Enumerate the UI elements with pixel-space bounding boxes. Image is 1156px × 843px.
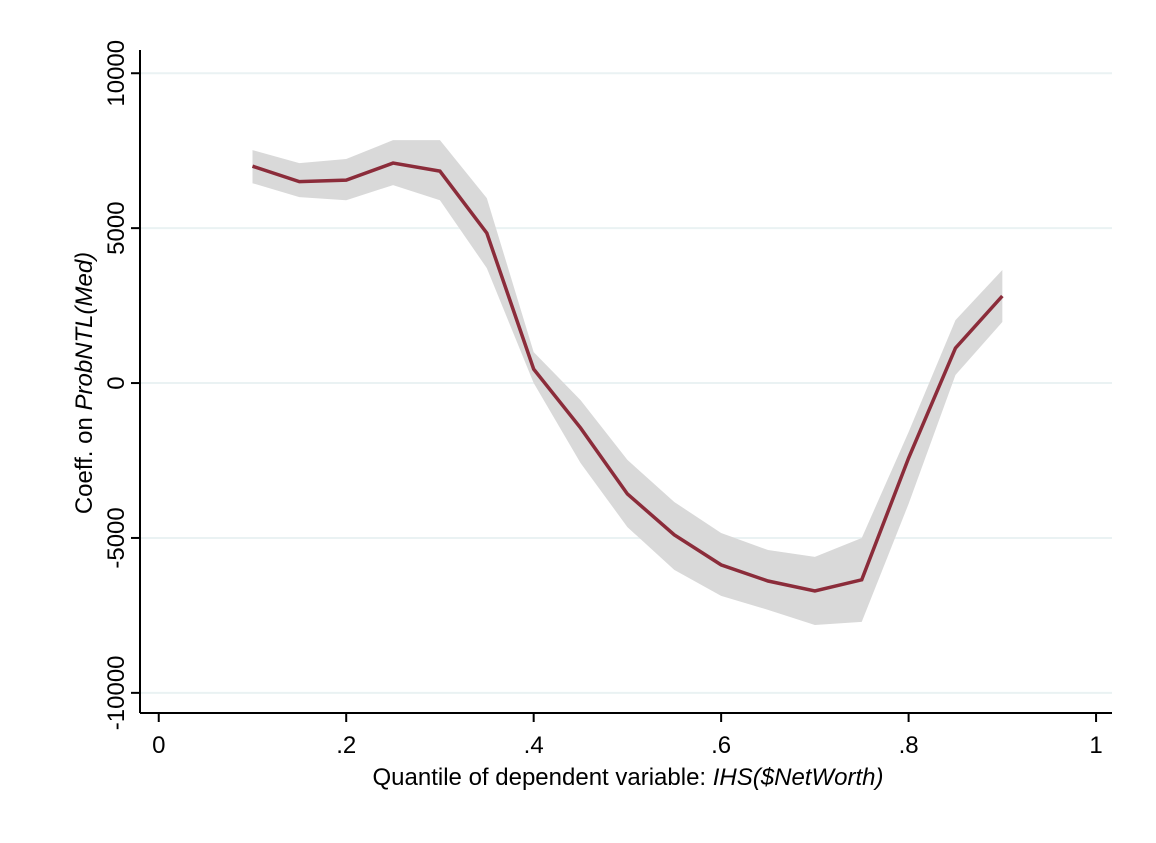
y-tick-label: 10000 xyxy=(103,40,130,107)
x-label-text: Quantile of dependent variable: xyxy=(373,764,713,791)
y-tick-label: 5000 xyxy=(103,201,130,254)
x-tick-label: 0 xyxy=(152,732,165,759)
confidence-band xyxy=(252,140,1003,626)
line xyxy=(251,161,1004,593)
y-tick-label: -10000 xyxy=(103,655,130,730)
y-axis-label: Coeff. on ProbNTL(Med) xyxy=(71,252,98,514)
x-tick-label: 1 xyxy=(1089,732,1102,759)
y-label-italic: ProbNTL(Med) xyxy=(71,252,98,411)
y-label-text: Coeff. on xyxy=(71,411,98,515)
x-tick-label: .6 xyxy=(711,732,731,759)
x-axis-label: Quantile of dependent variable: IHS($Net… xyxy=(373,764,884,791)
y-tick-label: -5000 xyxy=(103,507,130,568)
x-tick-label: .2 xyxy=(336,732,356,759)
x-tick-label: .4 xyxy=(524,732,544,759)
x-tick-label: .8 xyxy=(899,732,919,759)
x-label-italic: IHS($NetWorth) xyxy=(713,764,884,791)
y-tick-label: 0 xyxy=(103,376,130,389)
